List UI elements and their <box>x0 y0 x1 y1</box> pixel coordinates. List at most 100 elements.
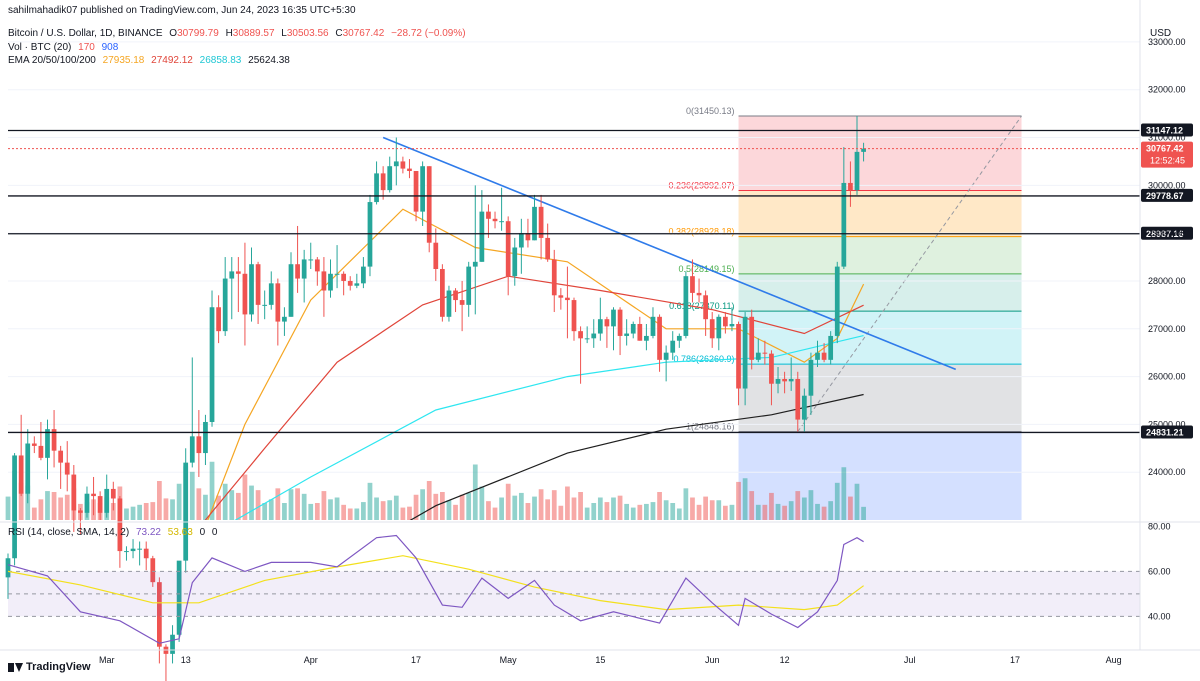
candle <box>183 448 189 573</box>
currency-text: USD <box>1150 28 1172 39</box>
candle-body <box>637 323 643 341</box>
candle-body <box>249 264 254 315</box>
tradingview-logo[interactable]: TradingView <box>8 661 91 673</box>
ema-legend: EMA 20/50/100/200 27935.18 27492.12 2685… <box>8 55 294 66</box>
candle <box>584 326 590 344</box>
volume-bar <box>249 485 254 520</box>
x-tick-label: Apr <box>304 655 318 665</box>
candle-body <box>841 182 847 267</box>
volume-bar <box>637 504 643 520</box>
candle <box>597 297 603 341</box>
candle <box>591 319 597 348</box>
volume-bar <box>268 499 274 520</box>
volume-bar <box>255 490 261 520</box>
candle <box>110 481 116 511</box>
ema50-value: 27492.12 <box>151 55 193 66</box>
volume-bar <box>775 503 781 520</box>
candle-body <box>611 309 616 327</box>
candle <box>604 316 610 348</box>
volume-bar <box>380 501 386 520</box>
candle-body <box>769 353 774 384</box>
volume-bar <box>328 499 333 520</box>
candle-body <box>130 548 136 552</box>
candle <box>729 307 735 332</box>
volume-bar <box>486 501 491 520</box>
candle <box>137 541 142 566</box>
candle-body <box>782 378 787 382</box>
candle-body <box>31 443 37 446</box>
volume-bar <box>110 503 116 520</box>
candle-body <box>5 558 11 578</box>
volume-bar <box>821 506 827 520</box>
vol-value-1: 170 <box>78 42 95 53</box>
candle <box>716 314 722 351</box>
volume-legend: Vol · BTC (20) 170 908 <box>8 42 122 53</box>
candle-body <box>663 352 669 360</box>
candle <box>657 314 662 372</box>
candle <box>532 194 537 241</box>
candle <box>78 508 83 535</box>
candle-body <box>308 259 314 261</box>
ohlc-change: −28.72 (−0.09%) <box>391 28 466 39</box>
rsi-line <box>7 534 864 644</box>
volume-bar <box>58 497 64 520</box>
volume-bar <box>795 491 801 520</box>
volume-bar <box>354 508 360 520</box>
fib-level-label: 1(24848.16) <box>686 422 735 432</box>
last-price-label: 30767.42 <box>1146 144 1184 154</box>
candle-body <box>479 211 485 262</box>
volume-bar <box>143 503 149 520</box>
candle-body <box>229 271 235 279</box>
candle <box>769 350 774 406</box>
y-tick-label: 33000.00 <box>1148 37 1186 47</box>
candle-body <box>321 271 327 291</box>
candle <box>189 357 195 468</box>
candle <box>209 290 215 427</box>
volume-bar <box>433 493 439 520</box>
candle-body <box>486 211 491 219</box>
tradingview-logo-text: TradingView <box>26 661 91 673</box>
volume-bar <box>288 489 294 520</box>
volume-bar <box>275 488 281 520</box>
candle <box>5 553 11 599</box>
volume-bar <box>532 496 537 520</box>
candle <box>216 295 221 344</box>
candle-body <box>749 316 755 360</box>
candle <box>453 288 458 313</box>
candle-body <box>295 264 300 279</box>
candle-body <box>690 276 695 293</box>
candle <box>380 166 386 200</box>
candle-body <box>703 295 708 320</box>
candle-body <box>440 269 445 317</box>
candle <box>637 316 643 341</box>
volume-bar <box>749 491 755 520</box>
candle-body <box>723 316 728 327</box>
candle <box>749 309 755 370</box>
candle-body <box>143 548 149 559</box>
volume-bar <box>472 464 478 520</box>
candle <box>288 252 294 317</box>
candle-body <box>821 352 827 360</box>
volume-bar <box>235 492 241 520</box>
candle-body <box>676 335 682 341</box>
level-label: 31147.12 <box>1146 125 1183 135</box>
volume-bar <box>51 492 57 520</box>
candle-body <box>361 266 366 284</box>
candle-body <box>347 280 353 286</box>
volume-bar <box>45 491 50 520</box>
candle <box>235 257 241 313</box>
volume-bar <box>690 497 695 520</box>
ohlc-h-label: H <box>225 28 233 39</box>
candle <box>755 338 761 363</box>
volume-bar <box>644 503 649 520</box>
x-tick-label: 15 <box>595 655 605 665</box>
volume-bar <box>565 486 570 520</box>
volume-bar <box>597 497 603 520</box>
countdown-label: 12:52:45 <box>1150 156 1185 166</box>
candle <box>308 242 314 269</box>
candle <box>848 161 853 207</box>
candle <box>222 257 228 336</box>
volume-bar <box>611 497 616 520</box>
candle-body <box>584 338 590 340</box>
